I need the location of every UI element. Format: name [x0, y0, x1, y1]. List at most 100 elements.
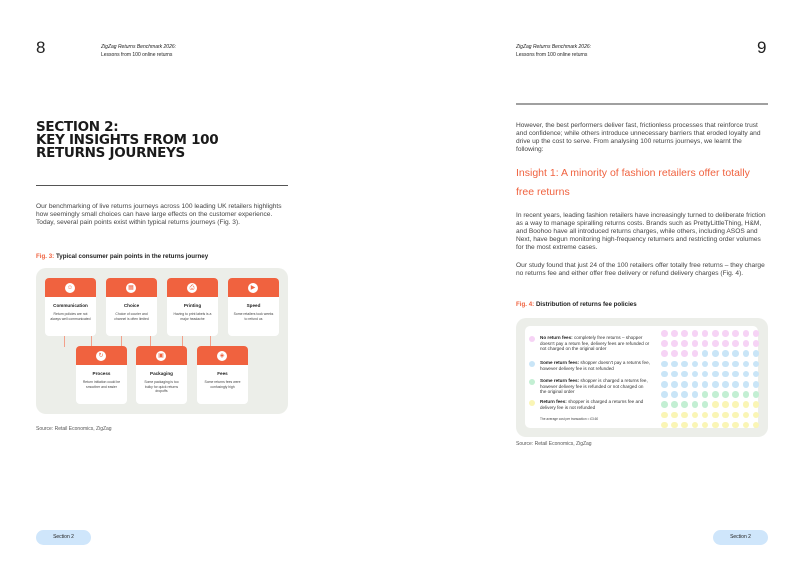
- card-description: Return initiation could be smoother and …: [82, 380, 121, 389]
- retailer-dot: [732, 360, 739, 368]
- connector-line: [150, 336, 151, 347]
- retailer-dot: [752, 421, 760, 429]
- retailer-dot: [661, 411, 668, 419]
- retailer-dot: [712, 360, 719, 368]
- page-number-right: 9: [757, 38, 767, 57]
- connector-line: [182, 336, 183, 347]
- retailer-dot: [671, 360, 678, 368]
- card-header: ⎙: [167, 278, 218, 297]
- retailer-dot: [691, 360, 699, 368]
- tag-icon: ◈: [217, 351, 227, 361]
- pain-point-card: ☺ Communication Return policies are not …: [45, 278, 96, 336]
- retailer-dot: [691, 340, 699, 347]
- retailer-dot: [681, 391, 688, 398]
- retailer-dot: [661, 370, 668, 378]
- legend-item: Some return fees: shopper is charged a r…: [540, 378, 648, 395]
- truck-icon: ▶: [248, 283, 258, 293]
- figure-title: Distribution of returns fee policies: [535, 301, 637, 308]
- retailer-dot: [752, 381, 760, 388]
- card-title: Communication: [53, 303, 88, 308]
- retailer-dot: [701, 401, 709, 408]
- retailer-dot: [732, 340, 739, 347]
- legend-swatch: [529, 336, 535, 342]
- retailer-dot: [671, 391, 678, 398]
- retailer-dot: [671, 411, 678, 419]
- page-number-left: 8: [36, 38, 46, 57]
- retailer-dot: [752, 370, 760, 378]
- retailer-dot: [671, 381, 678, 388]
- retailer-dot: [701, 391, 709, 398]
- retailer-dot: [722, 411, 729, 419]
- legend-swatch: [529, 379, 535, 385]
- retailer-dot: [671, 421, 678, 429]
- card-description: Some packaging is too bulky for quick re…: [144, 380, 179, 393]
- retailer-dot: [712, 340, 719, 347]
- retailer-dot: [752, 391, 760, 398]
- card-header: ☺: [45, 278, 96, 297]
- section-tab[interactable]: Section 2: [36, 530, 91, 545]
- retailer-dot: [681, 340, 688, 347]
- pain-point-card: ▦ Choice Choice of courier and channel i…: [106, 278, 157, 336]
- retailer-dot: [661, 360, 668, 368]
- refresh-icon: ↻: [96, 351, 106, 361]
- retailer-dot: [722, 391, 729, 398]
- retailer-dot: [722, 340, 729, 347]
- connector-line: [91, 336, 92, 347]
- figure-number: Fig. 3:: [36, 253, 55, 260]
- fee-policy-chart: [525, 326, 758, 428]
- retailer-dot: [752, 340, 760, 347]
- retailer-dot: [712, 411, 719, 419]
- retailer-dot: [732, 391, 739, 398]
- retailer-dot: [722, 381, 729, 388]
- running-head-subtitle: Lessons from 100 online returns: [516, 52, 588, 58]
- card-description: Having to print labels is a major headac…: [173, 312, 212, 321]
- card-description: Some retailers took weeks to refund us: [233, 312, 274, 321]
- section-tab[interactable]: Section 2: [713, 530, 768, 545]
- card-header: ▦: [106, 278, 157, 297]
- card-title: Process: [92, 371, 111, 376]
- retailer-dot: [712, 391, 719, 398]
- average-cost-note: The average cost per transaction = £3.60: [540, 417, 599, 421]
- retailer-dot: [732, 350, 739, 357]
- retailer-dot: [752, 411, 760, 419]
- retailer-dot: [742, 340, 750, 347]
- retailer-dot: [742, 381, 750, 388]
- retailer-dot: [732, 381, 739, 388]
- grid-icon: ▦: [126, 283, 136, 293]
- retailer-dot: [681, 401, 688, 408]
- source-note: Source: Retail Economics, ZigZag: [36, 426, 112, 432]
- chat-icon: ☺: [65, 283, 75, 293]
- running-head-title: ZigZag Returns Benchmark 2026:: [516, 44, 592, 50]
- section-title-line: SECTION 2:: [36, 119, 119, 135]
- retailer-dot: [691, 381, 699, 388]
- retailer-dot: [671, 401, 678, 408]
- retailer-dot: [732, 330, 739, 337]
- retailer-dot: [701, 370, 709, 378]
- card-title: Choice: [123, 303, 140, 308]
- retailer-dot: [712, 330, 719, 337]
- running-head-right: ZigZag Returns Benchmark 2026: Lessons f…: [516, 43, 591, 59]
- figure-caption: Fig. 3: Typical consumer pain points in …: [36, 253, 208, 260]
- retailer-dot: [691, 391, 699, 398]
- retailer-dot: [722, 360, 729, 368]
- pain-point-card: ▣ Packaging Some packaging is too bulky …: [136, 346, 187, 404]
- source-note: Source: Retail Economics, ZigZag: [516, 441, 592, 447]
- insight-heading: Insight 1: A minority of fashion retaile…: [516, 167, 750, 198]
- retailer-dot: [671, 330, 678, 337]
- retailer-dot: [722, 421, 729, 429]
- retailer-dot: [701, 340, 709, 347]
- connector-line: [121, 336, 122, 347]
- section-title-line: RETURNS JOURNEYS: [36, 145, 185, 161]
- retailer-dot: [732, 401, 739, 408]
- divider: [36, 185, 288, 186]
- retailer-dot: [752, 350, 760, 357]
- retailer-dot: [661, 391, 668, 398]
- pain-point-card: ▶ Speed Some retailers took weeks to ref…: [228, 278, 279, 336]
- printer-icon: ⎙: [187, 283, 197, 293]
- retailer-dot: [681, 381, 688, 388]
- pain-point-card: ⎙ Printing Having to print labels is a m…: [167, 278, 218, 336]
- intro-paragraph: Our benchmarking of live returns journey…: [36, 203, 282, 226]
- intro-paragraph: However, the best performers deliver fas…: [516, 122, 761, 153]
- retailer-dot: [681, 370, 688, 378]
- legend-swatch: [529, 400, 535, 406]
